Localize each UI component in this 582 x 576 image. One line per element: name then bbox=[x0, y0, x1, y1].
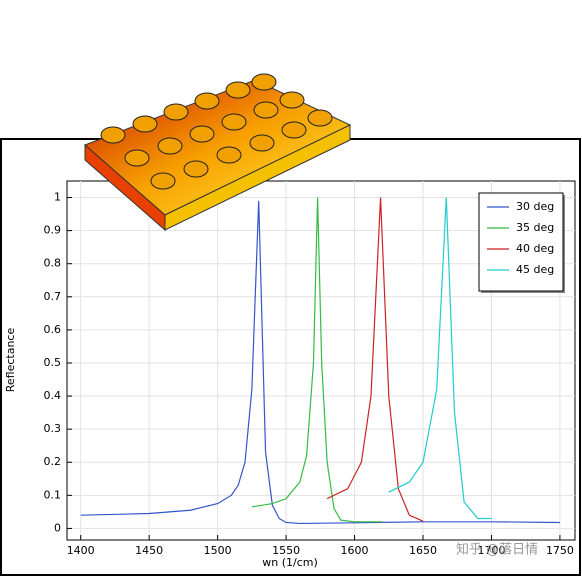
x-tick-label: 1700 bbox=[477, 544, 505, 557]
x-tick-label: 1550 bbox=[272, 544, 300, 557]
x-tick-label: 1400 bbox=[67, 544, 95, 557]
legend-label: 35 deg bbox=[516, 221, 554, 234]
series-line bbox=[251, 197, 382, 523]
y-tick-label: 0.3 bbox=[44, 422, 62, 435]
x-tick-label: 1750 bbox=[546, 544, 574, 557]
y-tick-label: 0.2 bbox=[44, 455, 62, 468]
x-tick-label: 1650 bbox=[409, 544, 437, 557]
legend bbox=[478, 192, 564, 292]
y-tick-label: 0.7 bbox=[44, 290, 62, 303]
y-tick-label: 0.5 bbox=[44, 356, 62, 369]
y-tick-label: 0.4 bbox=[44, 389, 62, 402]
series-line bbox=[326, 197, 424, 522]
inset-structure bbox=[84, 73, 352, 232]
legend-label: 45 deg bbox=[516, 263, 554, 276]
y-tick-label: 0 bbox=[54, 521, 61, 534]
legend-label: 40 deg bbox=[516, 242, 554, 255]
x-tick-label: 1600 bbox=[341, 544, 369, 557]
y-axis-label: Reflectance bbox=[4, 328, 17, 393]
plot: 0 0.1 0.2 0.3 0.4 0.5 0.6 0.7 0.8 0.9 1 1400 1450 150… bbox=[44, 181, 575, 557]
series-line bbox=[80, 200, 560, 525]
y-tick-label: 0.6 bbox=[44, 323, 62, 336]
x-axis-label: wn (1/cm) bbox=[262, 556, 318, 569]
y-tick-label: 0.1 bbox=[44, 488, 62, 501]
watermark: 知乎 @落日情 bbox=[456, 542, 538, 558]
series-line bbox=[388, 197, 492, 520]
y-tick-label: 0.9 bbox=[44, 224, 62, 237]
x-tick-label: 1500 bbox=[204, 544, 232, 557]
legend-label: 30 deg bbox=[516, 200, 554, 213]
y-tick-label: 0.8 bbox=[44, 257, 62, 270]
y-tick-label: 1 bbox=[54, 191, 61, 204]
x-tick-label: 1450 bbox=[135, 544, 163, 557]
